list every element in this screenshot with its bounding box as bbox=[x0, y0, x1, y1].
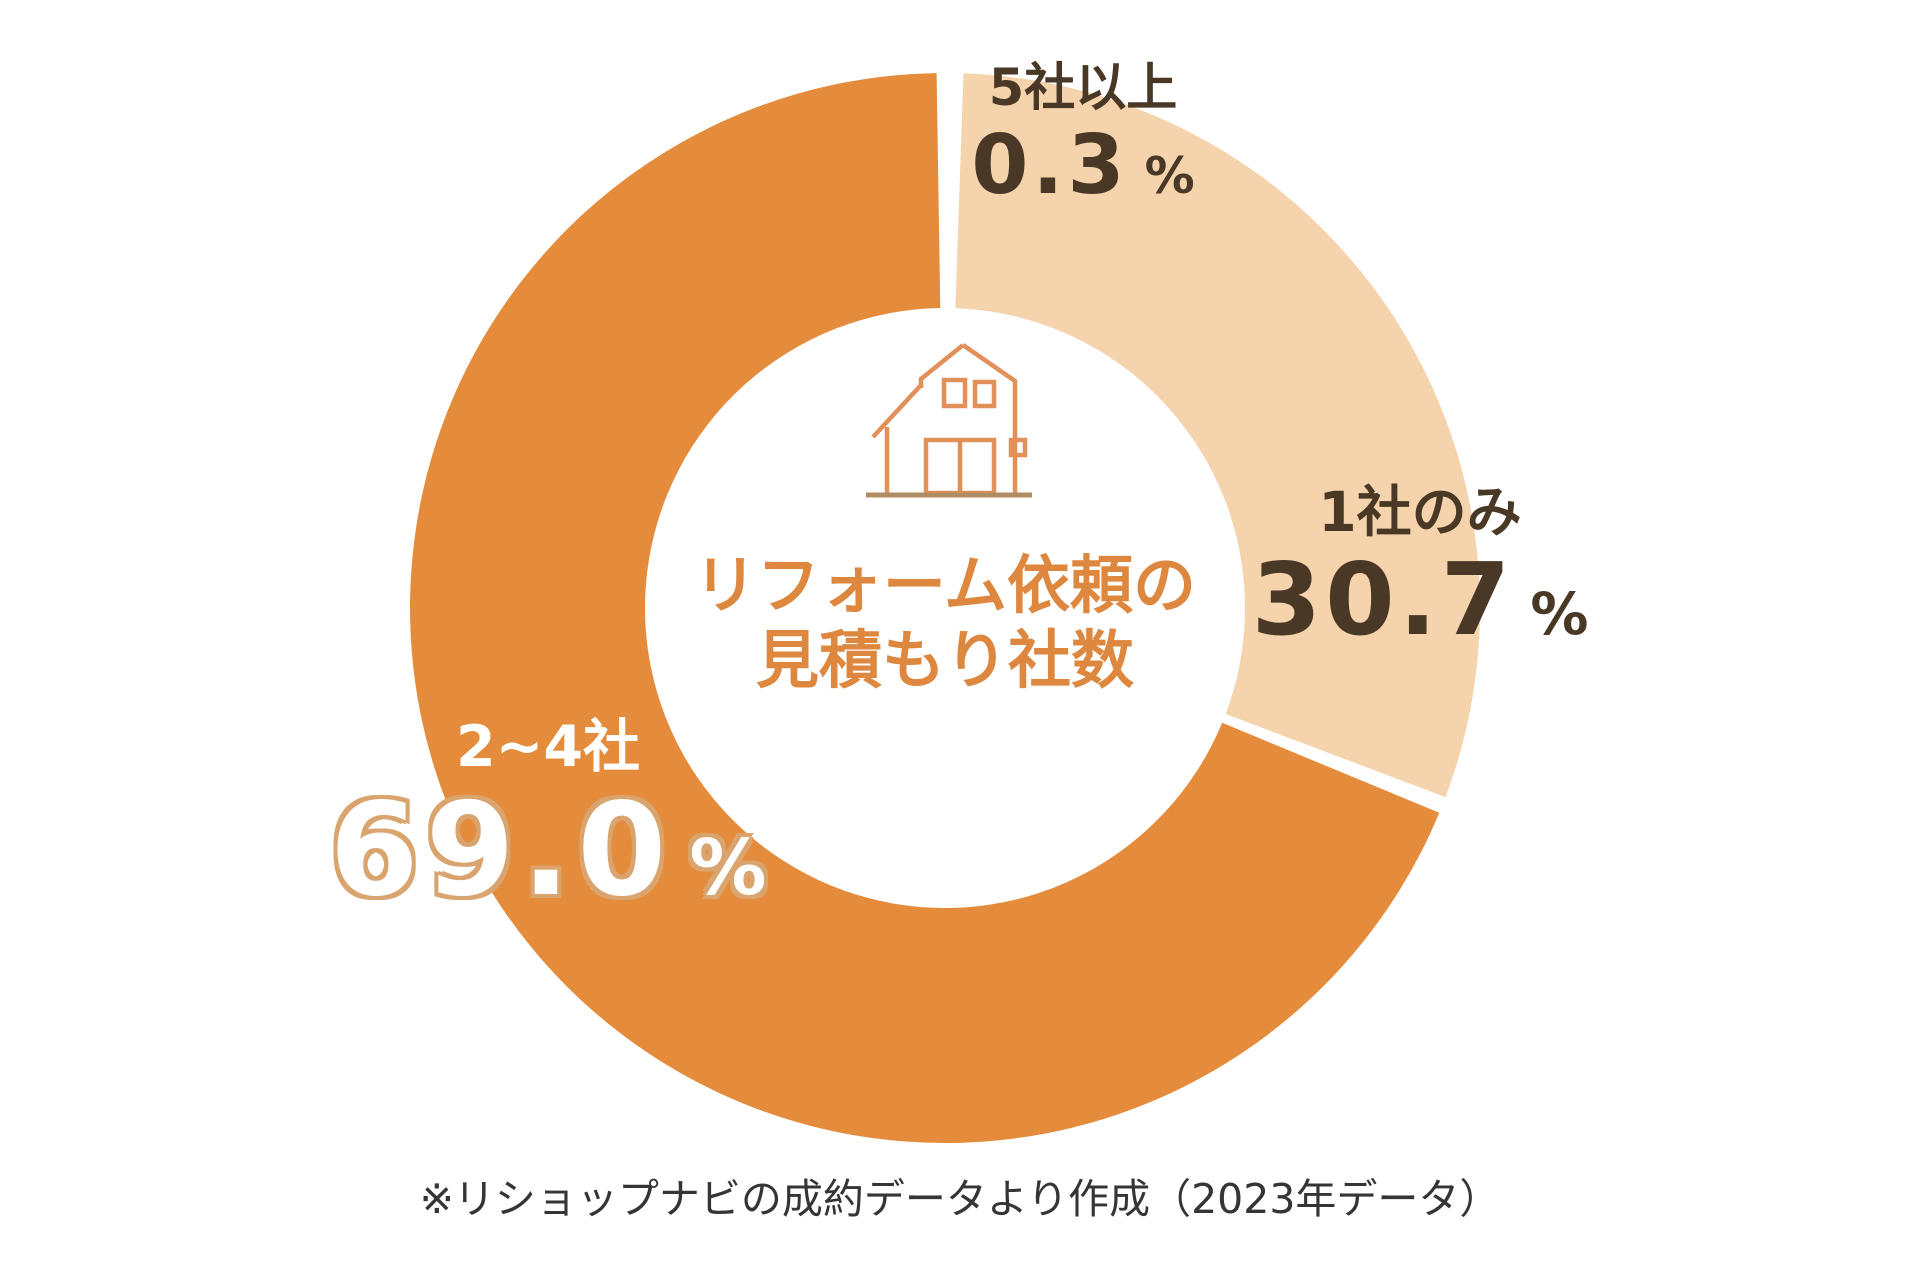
footnote: ※リショップナビの成約データより作成（2023年データ） bbox=[419, 1175, 1501, 1223]
slice-name-two-four: 2~4社 bbox=[455, 714, 641, 780]
slice-label-two-four: 2~4社 69.0 % bbox=[318, 712, 778, 920]
slice-unit-two-four: % bbox=[689, 824, 767, 913]
donut-slice-1 bbox=[955, 73, 1480, 798]
slice-unit-one-only: % bbox=[1530, 580, 1589, 648]
slice-label-one-only: 1社のみ 30.7 % bbox=[1251, 478, 1589, 658]
donut-slice-2 bbox=[410, 73, 1440, 1144]
slice-name-one-only: 1社のみ bbox=[1318, 480, 1522, 544]
slice-name-five-plus: 5社以上 bbox=[988, 59, 1178, 118]
slice-value-five-plus: 0.3 bbox=[971, 118, 1129, 213]
slice-value-one-only: 30.7 bbox=[1251, 541, 1515, 658]
chart-title-line2: 見積もり社数 bbox=[756, 624, 1134, 697]
chart-title-line1: リフォーム依頼の bbox=[693, 549, 1197, 622]
slice-unit-five-plus: % bbox=[1144, 147, 1195, 205]
chart-title: リフォーム依頼の 見積もり社数 bbox=[545, 548, 1345, 698]
house-icon bbox=[862, 338, 1036, 502]
slice-label-five-plus: 5社以上 0.3 % bbox=[938, 58, 1228, 212]
slice-value-two-four: 69.0 bbox=[329, 776, 674, 925]
